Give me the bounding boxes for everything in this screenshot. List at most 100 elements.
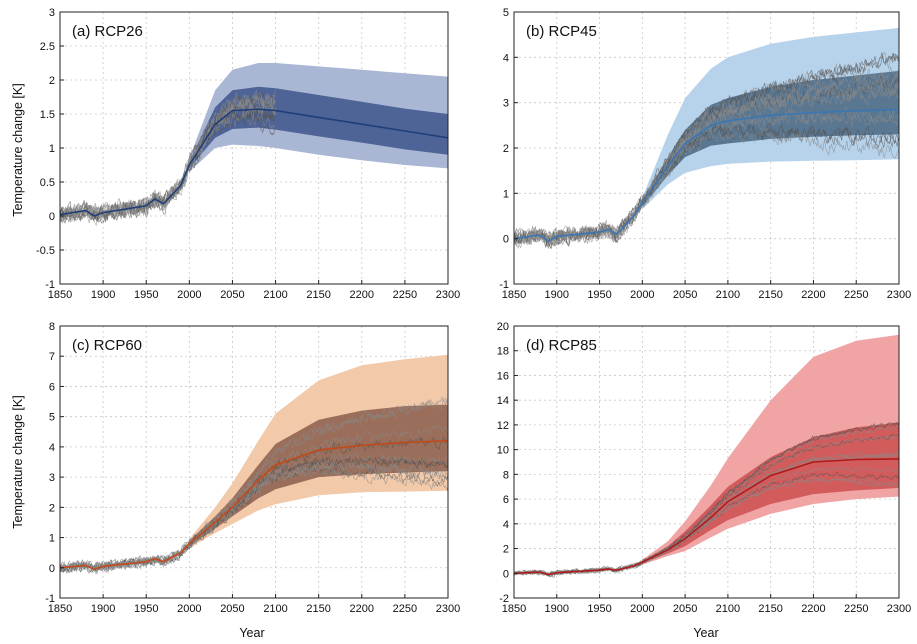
y-tick-label: 16 [497, 370, 509, 382]
x-tick-label: 2150 [758, 289, 782, 301]
y-tick-label: 5 [49, 412, 55, 424]
y-tick-label: -2 [499, 593, 509, 605]
y-tick-label: -0.5 [36, 245, 55, 257]
y-tick-label: 1 [49, 533, 55, 545]
y-tick-label: 0 [503, 234, 509, 246]
x-tick-label: 2250 [844, 289, 868, 301]
y-tick-label: 18 [497, 346, 509, 358]
y-tick-label: 5 [503, 7, 509, 19]
axes-frame [59, 325, 449, 599]
x-tick-label: 2300 [887, 603, 911, 615]
y-tick-label: 2 [503, 143, 509, 155]
x-tick-label: 1850 [502, 603, 526, 615]
x-tick-label: 2100 [716, 289, 740, 301]
median-line [514, 458, 899, 576]
y-tick-label: 3 [49, 472, 55, 484]
ensemble-member [60, 460, 448, 573]
figure-ylabel-top: Temperature change [K] [11, 83, 25, 216]
panel-rcp45: 1850 1900 1950 2000 2050 2100 2150 2200 2250 2300… [499, 7, 911, 301]
plot-area [514, 27, 899, 250]
y-tick-label: 0.5 [40, 177, 55, 189]
y-tick-label: 4 [503, 519, 509, 531]
x-tick-label: 2300 [436, 603, 460, 615]
x-tick-label: 2000 [630, 603, 654, 615]
band-inner [189, 404, 448, 547]
axes-frame [513, 325, 900, 599]
y-tick-label: 0 [49, 563, 55, 575]
plot-area [60, 354, 448, 575]
y-tick-label: 7 [49, 351, 55, 363]
x-tick-label: 2050 [673, 289, 697, 301]
ensemble-member [514, 422, 899, 577]
median-line [514, 108, 899, 242]
x-tick-label: 1900 [91, 289, 115, 301]
y-tick-label: 0 [49, 211, 55, 223]
x-tick-label: 1900 [545, 603, 569, 615]
median-line [60, 108, 448, 217]
x-tick-label: 1950 [587, 603, 611, 615]
x-tick-label: 2150 [306, 289, 330, 301]
plot-area [514, 334, 899, 578]
x-tick-label: 1950 [587, 289, 611, 301]
figure-ylabel-bottom: Temperature change [K] [11, 395, 25, 528]
x-tick-label: 2000 [177, 289, 201, 301]
y-tick-label: 8 [49, 321, 55, 333]
x-tick-label: 2250 [393, 289, 417, 301]
y-tick-label: 3 [49, 7, 55, 19]
ensemble-member [514, 77, 899, 248]
x-tick-label: 2100 [716, 603, 740, 615]
x-tick-label: 2300 [436, 289, 460, 301]
y-tick-label: 4 [49, 442, 55, 454]
ensemble-member [514, 52, 899, 250]
x-tick-label: 2000 [630, 289, 654, 301]
x-tick-label: 2200 [350, 289, 374, 301]
x-tick-label: 2050 [220, 289, 244, 301]
x-tick-label: 1900 [91, 603, 115, 615]
y-tick-label: 2 [49, 75, 55, 87]
y-tick-label: 3 [503, 98, 509, 110]
x-tick-label: 2100 [263, 289, 287, 301]
y-tick-label: 1.5 [40, 109, 55, 121]
x-tick-label: 1950 [134, 603, 158, 615]
panel-title: (a) RCP26 [72, 23, 143, 40]
band-inner [642, 70, 899, 207]
y-tick-label: 4 [503, 52, 509, 64]
x-tick-label: 2000 [177, 603, 201, 615]
x-tick-label: 2100 [263, 603, 287, 615]
y-tick-label: 12 [497, 420, 509, 432]
x-tick-label: 2200 [350, 603, 374, 615]
y-tick-label: -1 [499, 279, 509, 291]
panel-title: (c) RCP60 [72, 337, 142, 354]
y-tick-label: 20 [497, 321, 509, 333]
x-tick-label: 1850 [48, 603, 72, 615]
band-outer [642, 334, 899, 565]
y-tick-label: 1 [503, 188, 509, 200]
x-tick-label: 1850 [48, 289, 72, 301]
x-tick-label: 1850 [502, 289, 526, 301]
panel-rcp26: 1850 1900 1950 2000 2050 2100 2150 2200 2250 2300… [36, 7, 460, 301]
y-tick-label: -1 [45, 279, 55, 291]
figure-xlabel-right: Year [693, 626, 718, 640]
y-tick-label: 2.5 [40, 41, 55, 53]
y-tick-label: 6 [503, 494, 509, 506]
y-tick-label: 2 [503, 544, 509, 556]
y-tick-label: 0 [503, 568, 509, 580]
y-tick-label: 14 [497, 395, 509, 407]
panel-rcp60: 1850 1900 1950 2000 2050 2100 2150 2200 2250 2300… [45, 321, 460, 615]
x-tick-label: 2200 [801, 289, 825, 301]
x-tick-label: 2250 [393, 603, 417, 615]
y-tick-label: 2 [49, 502, 55, 514]
median-line [60, 440, 448, 571]
x-tick-label: 2150 [758, 603, 782, 615]
ensemble-member [514, 69, 899, 247]
x-tick-label: 2250 [844, 603, 868, 615]
x-tick-label: 2150 [306, 603, 330, 615]
x-tick-label: 2200 [801, 603, 825, 615]
x-tick-label: 2050 [220, 603, 244, 615]
x-tick-label: 1950 [134, 289, 158, 301]
panel-title: (d) RCP85 [526, 337, 597, 354]
y-tick-label: 1 [49, 143, 55, 155]
panel-title: (b) RCP45 [526, 23, 597, 40]
x-tick-label: 2300 [887, 289, 911, 301]
